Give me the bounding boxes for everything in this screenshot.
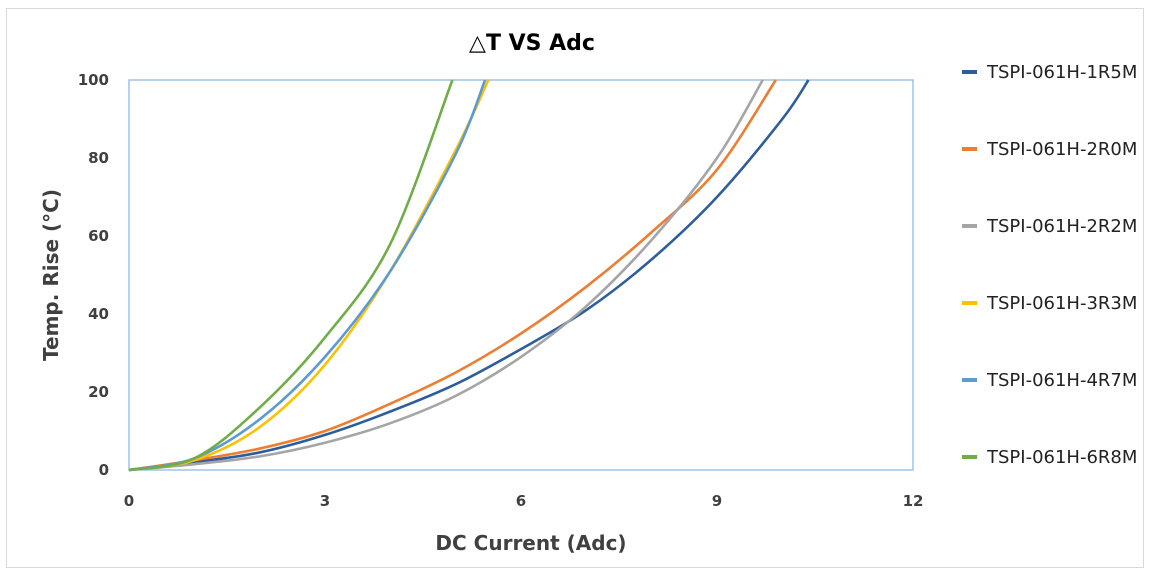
series-line-tspi-061h-3r3m [128,79,490,472]
legend-label: TSPI-061H-2R2M [986,216,1137,237]
y-tick-label: 0 [99,461,109,479]
y-tick-label: 80 [88,149,109,167]
x-tick-label: 12 [903,492,924,510]
y-axis-title: Temp. Rise (°C) [39,189,63,361]
legend-item-1r5m: TSPI-061H-1R5M [962,62,1137,83]
legend-item-6r8m: TSPI-061H-6R8M [962,447,1137,468]
legend-label: TSPI-061H-2R0M [986,139,1137,160]
series-line-tspi-061h-2r0m [128,79,777,472]
series-lines [128,79,810,472]
legend-item-3r3m: TSPI-061H-3R3M [962,293,1137,314]
y-tick-label: 20 [88,383,109,401]
x-axis-title: DC Current (Adc) [435,531,626,555]
y-tick-label: 100 [78,71,109,89]
y-tick-label: 40 [88,305,109,323]
plot-area [128,79,914,471]
legend-label: TSPI-061H-3R3M [986,293,1137,314]
legend-item-2r0m: TSPI-061H-2R0M [962,139,1137,160]
legend-item-4r7m: TSPI-061H-4R7M [962,370,1137,391]
x-tick-label: 6 [516,492,526,510]
chart-title: △T VS Adc [469,31,595,56]
legend-label: TSPI-061H-4R7M [986,370,1137,391]
series-line-tspi-061h-6r8m [128,79,454,472]
legend-item-2r2m: TSPI-061H-2R2M [962,216,1137,237]
x-tick-label: 3 [320,492,330,510]
y-tick-label: 60 [88,227,109,245]
chart-frame [6,8,1144,568]
series-line-tspi-061h-2r2m [128,79,764,472]
x-tick-labels: 0 3 6 9 12 [124,492,924,510]
x-tick-label: 0 [124,492,134,510]
series-line-tspi-061h-1r5m [128,79,810,472]
legend-label: TSPI-061H-6R8M [986,447,1137,468]
x-tick-label: 9 [712,492,722,510]
legend: TSPI-061H-1R5M TSPI-061H-2R0M TSPI-061H-… [962,62,1137,468]
y-tick-labels: 0 20 40 60 80 100 [78,71,109,479]
legend-label: TSPI-061H-1R5M [986,62,1137,83]
